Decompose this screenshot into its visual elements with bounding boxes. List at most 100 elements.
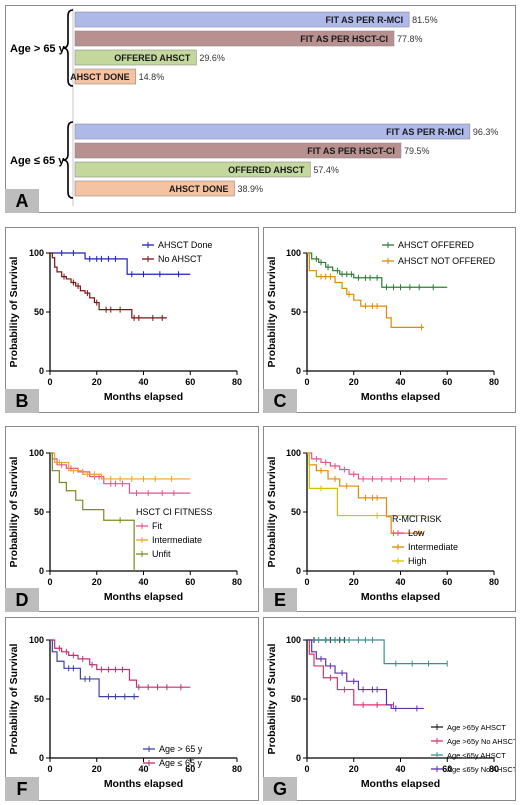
x-axis-label: Months elapsed bbox=[361, 591, 440, 603]
panel-label-c: C bbox=[263, 389, 297, 413]
x-tick-label: 0 bbox=[304, 764, 309, 774]
panel-label-f: F bbox=[5, 777, 39, 801]
legend-item-ahsct-done: AHSCT Done bbox=[142, 240, 212, 250]
y-tick-label: 50 bbox=[34, 507, 44, 517]
survival-curve bbox=[307, 639, 394, 706]
legend-item-ahsct-offered: AHSCT OFFERED bbox=[382, 240, 474, 250]
series-fit bbox=[50, 452, 191, 497]
bar-value-label: 96.3% bbox=[473, 127, 499, 137]
x-tick-label: 40 bbox=[138, 377, 148, 387]
y-axis-label: Probability of Survival bbox=[266, 256, 278, 367]
chart-d: 0 20 40 60 80 0 50 100 Months elapsed Probability… bbox=[8, 448, 242, 603]
x-tick-label: 60 bbox=[442, 764, 452, 774]
x-axis-label: Months elapsed bbox=[361, 778, 440, 790]
legend-item-age-65-y: Age ≤ 65 y bbox=[143, 758, 202, 768]
bar-label: FIT AS PER HSCT-CI bbox=[307, 146, 395, 156]
y-tick-label: 0 bbox=[296, 366, 301, 376]
y-tick-label: 100 bbox=[29, 248, 44, 258]
bar-age-65-y-fit-as-per-r-mci bbox=[74, 123, 471, 140]
y-tick-label: 100 bbox=[29, 448, 44, 458]
legend-item-low: Low bbox=[392, 528, 425, 538]
legend-label: AHSCT Done bbox=[158, 240, 212, 250]
x-tick-label: 20 bbox=[349, 764, 359, 774]
series-high bbox=[307, 452, 424, 519]
y-tick-label: 50 bbox=[291, 507, 301, 517]
y-tick-label: 100 bbox=[286, 248, 301, 258]
bar-value-label: 79.5% bbox=[404, 146, 430, 156]
y-tick-label: 0 bbox=[39, 753, 44, 763]
bar-value-label: 29.6% bbox=[199, 53, 225, 63]
legend-item-age-65y-no-ahsct: Age >65y No AHSCT bbox=[431, 737, 518, 746]
series-no-ahsct bbox=[50, 252, 167, 321]
x-tick-label: 60 bbox=[185, 764, 195, 774]
x-tick-label: 20 bbox=[349, 377, 359, 387]
survival-curve bbox=[50, 452, 135, 571]
x-tick-label: 0 bbox=[47, 764, 52, 774]
x-tick-label: 20 bbox=[92, 764, 102, 774]
legend-item-age-65y-no-ahsct: Age ≤65y No AHSCT bbox=[431, 765, 518, 774]
x-tick-label: 80 bbox=[489, 577, 499, 587]
y-tick-label: 50 bbox=[34, 307, 44, 317]
bar-group-age-65-y: Age ≤ 65 y FIT AS PER R-MCI 96.3% FIT AS PE… bbox=[10, 121, 499, 199]
survival-curve bbox=[307, 452, 424, 534]
legend-label: Age ≤65y No AHSCT bbox=[447, 765, 515, 774]
chart-e: 0 20 40 60 80 0 50 100 Months elapsed Probability… bbox=[266, 448, 499, 603]
x-tick-label: 20 bbox=[92, 377, 102, 387]
x-axis-label: Months elapsed bbox=[104, 391, 183, 403]
chart-b: 0 20 40 60 80 0 50 100 Months elapsed Probability… bbox=[8, 240, 242, 403]
x-tick-label: 40 bbox=[138, 577, 148, 587]
bar-label: AHSCT DONE bbox=[169, 184, 229, 194]
bar-value-label: 14.8% bbox=[139, 72, 165, 82]
series-age-65y-no-ahsct bbox=[307, 639, 394, 708]
y-tick-label: 0 bbox=[39, 366, 44, 376]
x-tick-label: 0 bbox=[47, 377, 52, 387]
group-brace bbox=[62, 9, 74, 87]
y-tick-label: 0 bbox=[39, 566, 44, 576]
bar-value-label: 81.5% bbox=[412, 15, 438, 25]
bar-label: FIT AS PER R-MCI bbox=[386, 127, 464, 137]
series-intermediate bbox=[50, 452, 191, 482]
legend-item-high: High bbox=[392, 556, 427, 566]
legend-label: Intermediate bbox=[152, 535, 202, 545]
series-ahsct-not-offered bbox=[307, 252, 424, 331]
legend-item-unfit: Unfit bbox=[136, 549, 171, 559]
panel-f: 0 20 40 60 80 0 50 100 Months elapsed Probability… bbox=[5, 617, 259, 801]
bar-label: OFFERED AHSCT bbox=[228, 165, 305, 175]
group-label: Age > 65 y bbox=[10, 43, 66, 55]
y-axis-label: Probability of Survival bbox=[266, 643, 278, 754]
series-age-65-y bbox=[50, 639, 191, 691]
x-tick-label: 40 bbox=[138, 764, 148, 774]
chart-f: 0 20 40 60 80 0 50 100 Months elapsed Probability… bbox=[8, 635, 242, 790]
bar-age-65-y-fit-as-per-hsct-ci bbox=[74, 30, 395, 47]
x-tick-label: 40 bbox=[395, 377, 405, 387]
panel-label-e: E bbox=[263, 588, 297, 612]
panel-c: 0 20 40 60 80 0 50 100 Months elapsed Probability… bbox=[263, 227, 516, 413]
x-axis-label: Months elapsed bbox=[361, 391, 440, 403]
x-tick-label: 60 bbox=[185, 577, 195, 587]
bar-value-label: 57.4% bbox=[313, 165, 339, 175]
legend-label: Age ≤65y AHSCT bbox=[447, 751, 506, 760]
survival-curve bbox=[50, 252, 167, 319]
y-axis-label: Probability of Survival bbox=[8, 643, 20, 754]
bar-age-65-y-ahsct-done bbox=[74, 180, 235, 197]
bar-age-65-y-offered-ahsct bbox=[74, 161, 311, 178]
x-tick-label: 80 bbox=[489, 377, 499, 387]
series-ahsct-offered bbox=[307, 252, 448, 291]
x-tick-label: 80 bbox=[489, 764, 499, 774]
x-tick-label: 20 bbox=[349, 577, 359, 587]
x-tick-label: 60 bbox=[442, 577, 452, 587]
bar-label: FIT AS PER R-MCI bbox=[325, 15, 403, 25]
group-brace bbox=[62, 121, 74, 199]
panel-label-d: D bbox=[5, 588, 39, 612]
legend-item-fit: Fit bbox=[136, 521, 162, 531]
bar-value-label: 77.8% bbox=[397, 34, 423, 44]
chart-a: Age > 65 y FIT AS PER R-MCI 81.5% FIT AS PE… bbox=[10, 8, 499, 206]
bar-label: AHSCT DONE bbox=[70, 72, 130, 82]
panel-b: 0 20 40 60 80 0 50 100 Months elapsed Probability… bbox=[5, 227, 259, 413]
x-tick-label: 80 bbox=[232, 577, 242, 587]
legend-label: Age >65y No AHSCT bbox=[447, 737, 515, 746]
x-tick-label: 40 bbox=[395, 577, 405, 587]
legend-item-age-65-y: Age > 65 y bbox=[143, 744, 203, 754]
y-tick-label: 100 bbox=[286, 635, 301, 645]
series-age-65y-ahsct bbox=[307, 637, 448, 667]
